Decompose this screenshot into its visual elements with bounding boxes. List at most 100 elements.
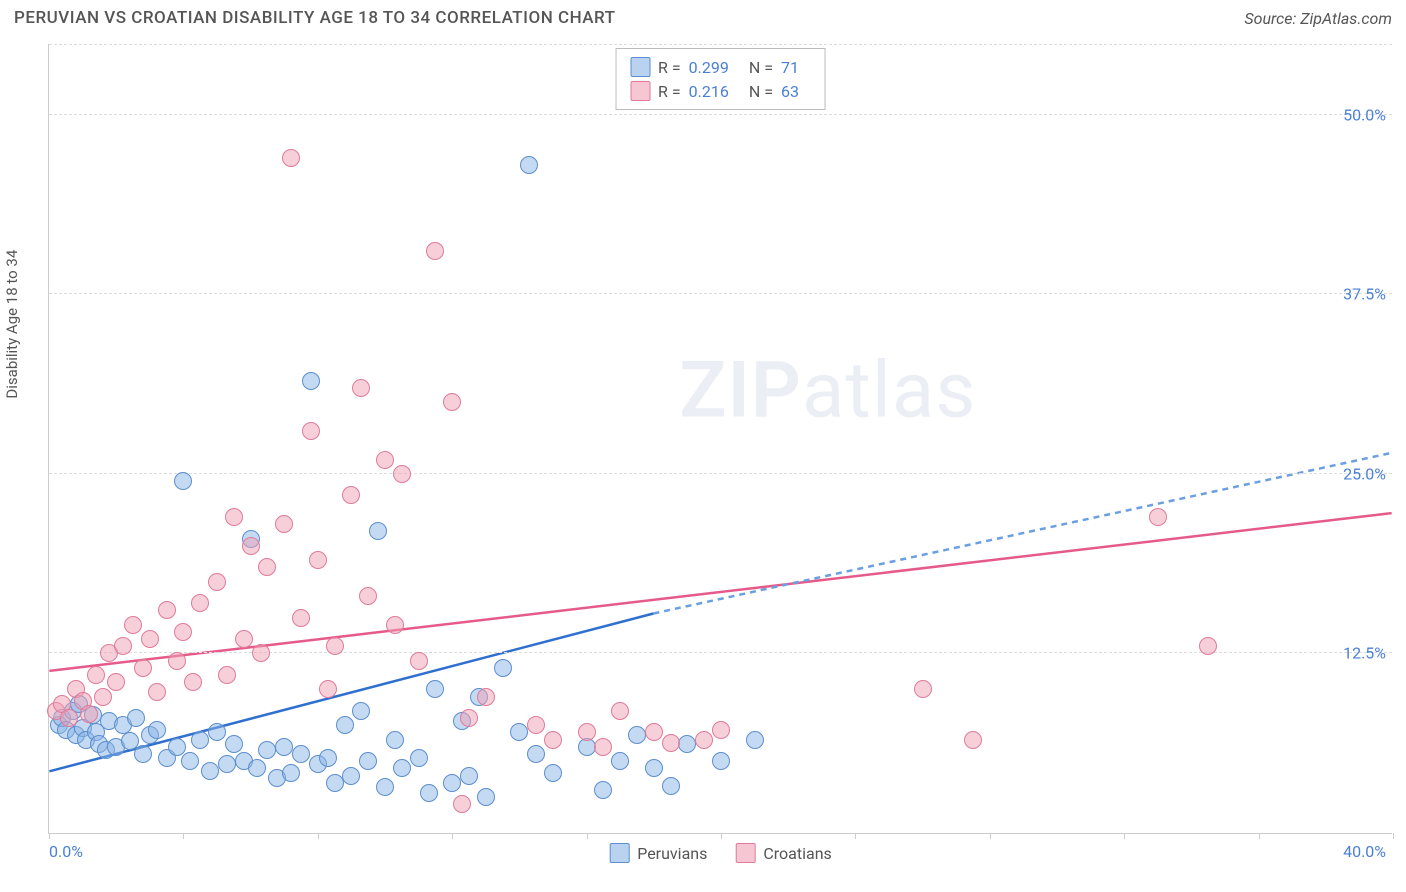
point-peruvian <box>477 788 495 806</box>
point-peruvian <box>369 522 387 540</box>
x-tick <box>855 833 856 839</box>
point-peruvian <box>662 777 680 795</box>
point-peruvian <box>460 767 478 785</box>
point-croatian <box>352 379 370 397</box>
y-tick-label: 25.0% <box>1343 464 1386 483</box>
point-croatian <box>60 709 78 727</box>
point-croatian <box>662 734 680 752</box>
point-croatian <box>158 601 176 619</box>
point-croatian <box>342 486 360 504</box>
point-croatian <box>114 637 132 655</box>
point-croatian <box>1199 637 1217 655</box>
point-peruvian <box>410 749 428 767</box>
point-croatian <box>252 644 270 662</box>
legend-item-peruvians: Peruvians <box>609 843 707 863</box>
legend-row-croatians: R = 0.216 N = 63 <box>630 79 811 103</box>
y-tick-label: 50.0% <box>1343 105 1386 124</box>
x-max-label: 40.0% <box>1343 842 1386 861</box>
gridline <box>49 473 1392 474</box>
point-croatian <box>426 242 444 260</box>
point-croatian <box>225 508 243 526</box>
point-peruvian <box>628 726 646 744</box>
y-tick-label: 12.5% <box>1343 644 1386 663</box>
swatch-pink <box>735 843 755 863</box>
x-tick <box>990 833 991 839</box>
point-croatian <box>376 451 394 469</box>
point-peruvian <box>168 738 186 756</box>
point-croatian <box>1149 508 1167 526</box>
point-croatian <box>292 609 310 627</box>
gridline <box>49 114 1392 115</box>
legend-correlation: R = 0.299 N = 71 R = 0.216 N = 63 <box>615 48 826 110</box>
point-peruvian <box>292 745 310 763</box>
legend-item-croatians: Croatians <box>735 843 831 863</box>
x-tick <box>1259 833 1260 839</box>
point-peruvian <box>510 723 528 741</box>
point-peruvian <box>275 738 293 756</box>
trend-lines <box>49 44 1392 833</box>
point-peruvian <box>420 784 438 802</box>
y-axis-label: Disability Age 18 to 34 <box>3 250 21 399</box>
x-tick <box>721 833 722 839</box>
x-tick <box>587 833 588 839</box>
y-tick-label: 37.5% <box>1343 285 1386 304</box>
point-croatian <box>168 652 186 670</box>
point-croatian <box>477 688 495 706</box>
point-croatian <box>235 630 253 648</box>
point-croatian <box>302 422 320 440</box>
point-croatian <box>527 716 545 734</box>
point-croatian <box>393 465 411 483</box>
point-croatian <box>87 666 105 684</box>
point-croatian <box>460 709 478 727</box>
point-peruvian <box>527 745 545 763</box>
point-croatian <box>208 573 226 591</box>
point-peruvian <box>393 759 411 777</box>
point-peruvian <box>342 767 360 785</box>
point-peruvian <box>201 762 219 780</box>
point-peruvian <box>127 709 145 727</box>
point-peruvian <box>258 741 276 759</box>
point-croatian <box>326 637 344 655</box>
x-tick <box>318 833 319 839</box>
point-peruvian <box>302 372 320 390</box>
point-peruvian <box>352 702 370 720</box>
point-croatian <box>594 738 612 756</box>
point-croatian <box>282 149 300 167</box>
swatch-pink <box>630 81 650 101</box>
point-croatian <box>453 795 471 813</box>
x-tick <box>183 833 184 839</box>
point-croatian <box>964 731 982 749</box>
point-peruvian <box>181 752 199 770</box>
point-peruvian <box>225 735 243 753</box>
point-croatian <box>359 587 377 605</box>
x-tick <box>452 833 453 839</box>
point-peruvian <box>645 759 663 777</box>
point-peruvian <box>174 472 192 490</box>
point-peruvian <box>359 752 377 770</box>
point-peruvian <box>611 752 629 770</box>
legend-row-peruvians: R = 0.299 N = 71 <box>630 55 811 79</box>
point-croatian <box>80 705 98 723</box>
x-tick <box>49 833 50 839</box>
swatch-blue <box>609 843 629 863</box>
point-peruvian <box>191 731 209 749</box>
swatch-blue <box>630 57 650 77</box>
point-croatian <box>611 702 629 720</box>
point-peruvian <box>319 749 337 767</box>
point-croatian <box>309 551 327 569</box>
x-min-label: 0.0% <box>49 842 83 861</box>
point-croatian <box>124 616 142 634</box>
point-peruvian <box>248 759 266 777</box>
point-croatian <box>141 630 159 648</box>
point-croatian <box>578 723 596 741</box>
point-peruvian <box>520 156 538 174</box>
point-croatian <box>712 721 730 739</box>
point-peruvian <box>218 755 236 773</box>
point-peruvian <box>134 745 152 763</box>
point-croatian <box>218 666 236 684</box>
point-peruvian <box>326 774 344 792</box>
point-peruvian <box>594 781 612 799</box>
point-croatian <box>645 723 663 741</box>
point-peruvian <box>148 721 166 739</box>
point-peruvian <box>426 680 444 698</box>
